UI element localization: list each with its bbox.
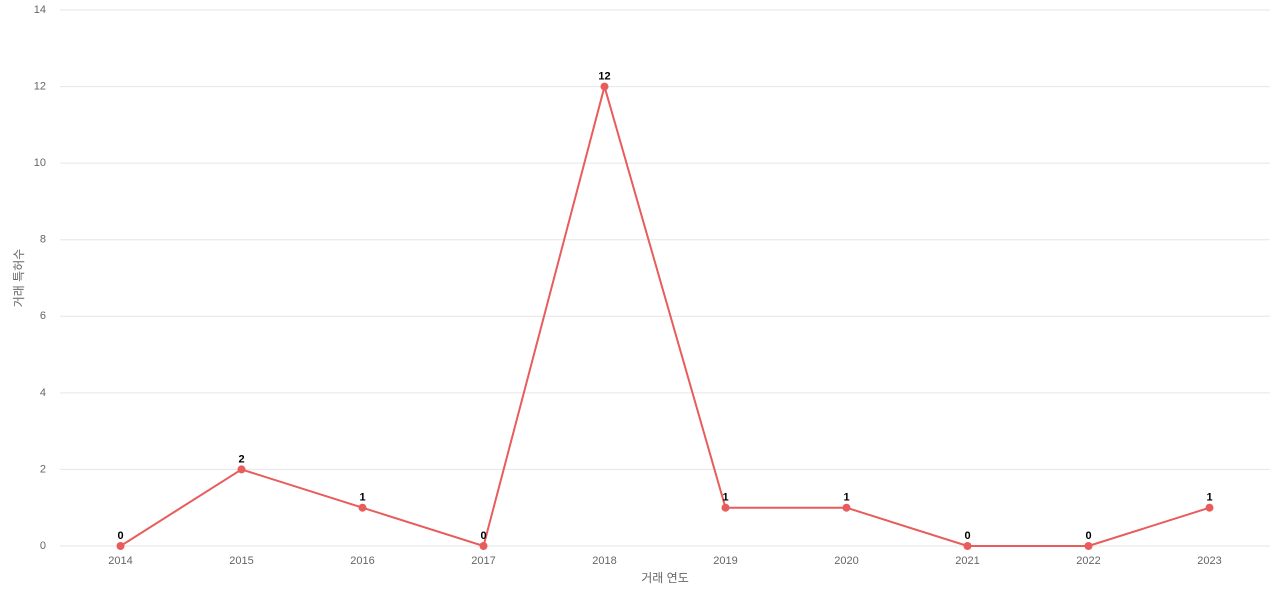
y-tick-label: 2 <box>40 463 46 475</box>
data-label: 1 <box>1206 492 1212 504</box>
x-tick-label: 2017 <box>471 555 495 567</box>
x-tick-label: 2020 <box>834 555 858 567</box>
x-tick-label: 2014 <box>108 555 132 567</box>
y-tick-label: 4 <box>40 387 46 399</box>
data-label: 1 <box>843 492 849 504</box>
y-tick-label: 10 <box>34 157 46 169</box>
data-label: 2 <box>238 453 244 465</box>
point <box>600 82 609 91</box>
x-tick-label: 2021 <box>955 555 979 567</box>
data-label: 12 <box>598 70 610 82</box>
x-tick-label: 2022 <box>1076 555 1100 567</box>
y-tick-label: 8 <box>40 234 46 246</box>
point <box>721 503 730 512</box>
point <box>842 503 851 512</box>
data-label: 0 <box>117 530 123 542</box>
x-tick-label: 2018 <box>592 555 616 567</box>
data-label: 1 <box>359 492 365 504</box>
x-tick-label: 2019 <box>713 555 737 567</box>
y-tick-label: 6 <box>40 310 46 322</box>
y-tick-label: 12 <box>34 80 46 92</box>
x-tick-label: 2015 <box>229 555 253 567</box>
data-label: 1 <box>722 492 728 504</box>
line <box>119 82 1210 548</box>
x-tick-label: 2016 <box>350 555 374 567</box>
point <box>116 542 125 550</box>
data-label: 0 <box>480 530 486 542</box>
x-tick-label: 2023 <box>1197 555 1221 567</box>
data-label: 0 <box>964 530 970 542</box>
x-axis-label: 거래 연도 <box>641 571 689 585</box>
point <box>479 542 488 550</box>
y-axis-label: 거래 특허수 <box>12 249 26 308</box>
point <box>237 465 246 474</box>
point <box>358 503 367 512</box>
data-label: 0 <box>1085 530 1091 542</box>
point <box>1205 503 1214 512</box>
y-tick-label: 0 <box>40 540 46 552</box>
point <box>1084 542 1093 550</box>
y-tick-label: 14 <box>34 4 46 16</box>
point <box>963 542 972 550</box>
